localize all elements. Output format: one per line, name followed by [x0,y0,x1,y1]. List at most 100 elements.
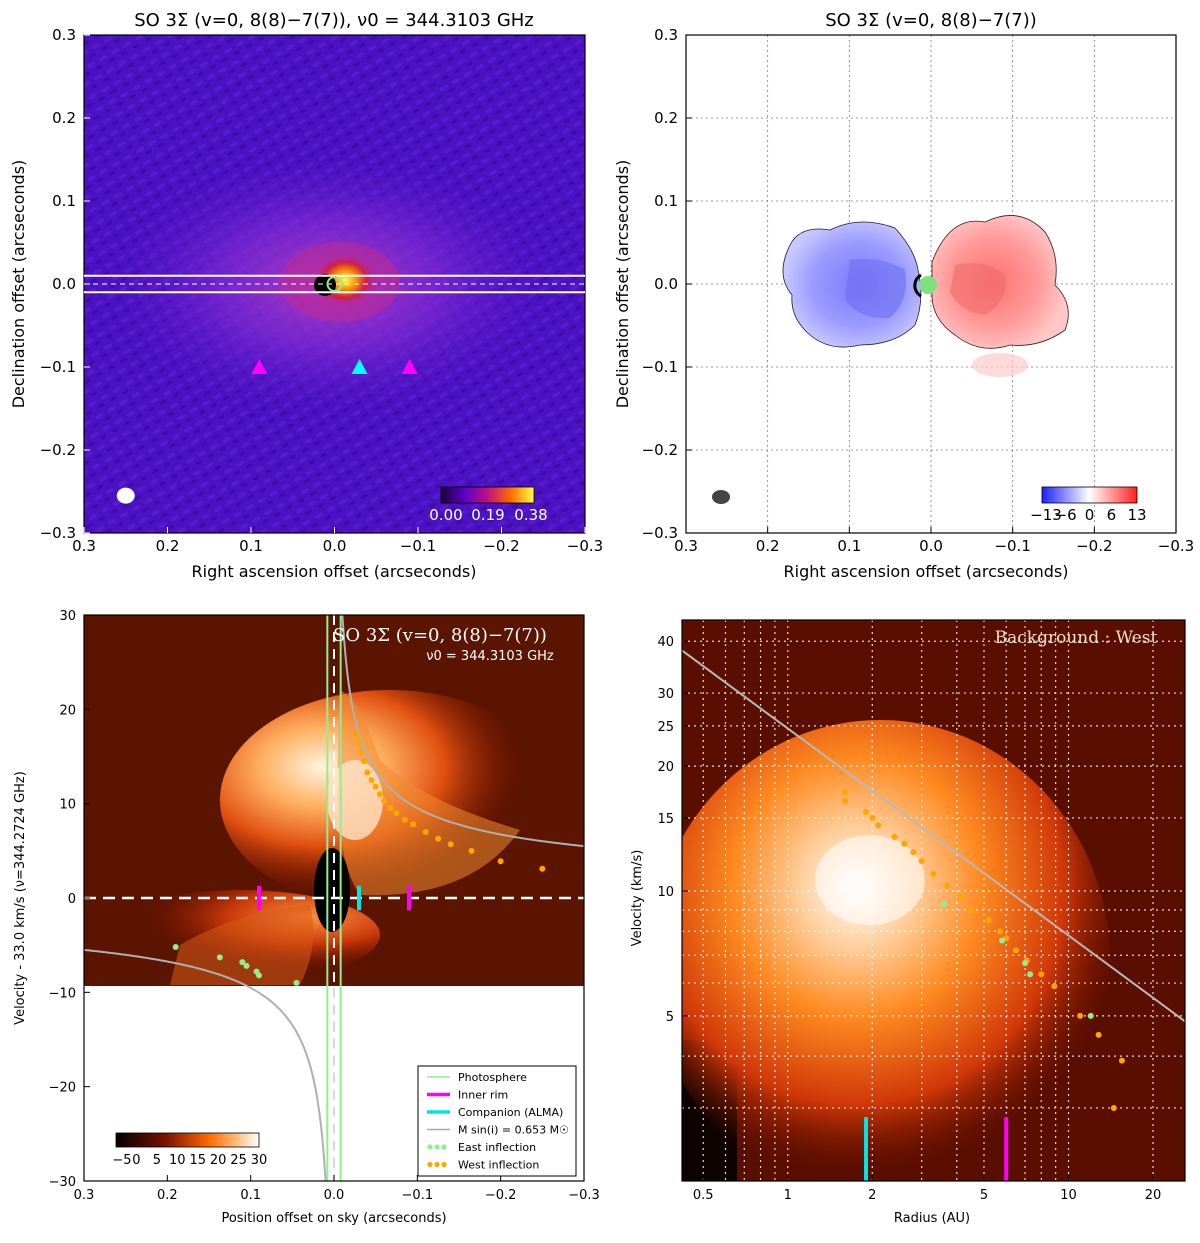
pv-xtick-label: −0.1 [402,1188,434,1203]
pv-legend-label: Inner rim [458,1089,508,1102]
rv-ytick-label: 15 [657,812,674,827]
pv-colorbar-label: −5 [112,1153,131,1168]
moment1-colorbar-label: −13 [1030,506,1062,524]
pv-ytick-label: 30 [59,609,76,624]
pv-title: SO 3Σ (v=0, 8(8)−7(7)) [333,625,547,646]
rv-west-inflection-point [875,822,882,829]
pv-west-inflection-point [497,858,504,865]
pv-legend-label: Photosphere [458,1071,527,1084]
pv-colorbar [115,1132,260,1148]
moment0-marker-1 [351,359,368,374]
rv-xtick-label: 1 [784,1188,792,1203]
moment1-colorbar-label: −6 [1055,506,1077,524]
rv-west-inflection-point [944,882,951,889]
pv-xtick-label: 0.2 [157,1188,178,1203]
pv-legend: Photosphere Inner rim Companion (ALMA) M si… [417,1065,577,1177]
moment1-ytick-label: 0.3 [654,26,678,44]
moment0-ytick-label: 0.1 [52,192,76,210]
rv-east-inflection-point [999,937,1006,944]
pv-colorbar-label: 15 [189,1153,206,1168]
pv-keplerian-curve-east [84,948,327,1181]
rv-west-inflection-point [910,849,917,856]
moment0-ytick-label: −0.2 [40,441,76,459]
pv-xtick-label: 0.1 [240,1188,261,1203]
moment1-xtick-label: 0.1 [837,537,861,555]
pv-east-inflection-point [243,962,250,969]
pv-west-inflection-point [387,805,394,812]
pv-west-inflection-point [435,835,442,842]
moment0-ylabel: Declination offset (arcseconds) [9,160,28,409]
rv-west-inflection-point [956,893,963,900]
pv-xtick-label: 0.0 [324,1188,345,1203]
pv-legend-label: East inflection [458,1141,536,1154]
pv-west-inflection-point [381,797,387,804]
pv-legend-label: M sin(i) = 0.653 M☉ [458,1124,569,1137]
rv-ytick-label: 30 [657,687,674,702]
pv-ytick-label: 0 [68,892,76,907]
pv-ytick-label: −30 [49,1175,76,1190]
rv-west-inflection-point [985,917,992,924]
rv-emission [682,720,1110,1181]
rv-west-inflection-point [842,789,849,796]
pv-ylabel: Velocity - 33.0 km/s (ν=344.2724 GHz) [13,771,28,1025]
moment1-photosphere-marker [919,276,937,294]
moment0-map-panel: SO 3Σ (v=0, 8(8)−7(7)), ν0 = 344.3103 GH… [9,10,603,581]
moment0-photosphere-marker [326,276,343,292]
moment1-colorbar [1041,486,1138,504]
rv-xtick-label: 5 [980,1188,988,1203]
rv-ytick-label: 5 [666,1010,674,1025]
moment0-beam [116,487,135,504]
pv-west-inflection-point [447,841,454,848]
rv-ytick-label: 25 [657,720,674,735]
pv-east-inflection-point [256,972,262,979]
rv-axes-frame [681,619,1186,1182]
moment1-xlabel: Right ascension offset (arcseconds) [784,562,1069,581]
moment1-ytick-label: −0.1 [642,358,678,376]
rv-west-inflection-point [1077,1012,1084,1019]
moment1-xtick-label: −0.1 [994,537,1030,555]
pv-colorbar-label: 0 [132,1153,140,1168]
pv-west-inflection-point [364,769,371,776]
pv-keplerian-curve-west [341,615,584,848]
pv-west-inflection-point [401,816,408,823]
moment0-colorbar [440,486,535,504]
pv-legend-label: Companion (ALMA) [458,1106,563,1119]
moment1-xtick-label: −0.3 [1158,537,1194,555]
rv-west-inflection-point [930,870,937,877]
pv-east-inflection-point [216,954,223,961]
rv-ylabel: Velocity (km/s) [630,850,645,947]
moment1-ytick-label: −0.2 [642,441,678,459]
pv-west-inflection-point [358,748,365,755]
moment0-xlabel: Right ascension offset (arcseconds) [192,562,477,581]
radius-velocity-panel: Background : West 0.5 1 2 5 10 20510152025304… [630,619,1186,1226]
pv-west-inflection-point [361,758,367,765]
pv-west-inflection-point [422,828,429,835]
rv-west-inflection-point [842,797,849,804]
moment1-colorbar-label: 13 [1127,506,1146,524]
moment0-ytick-label: −0.1 [40,358,76,376]
pv-east-inflection-point [239,959,246,966]
rv-east-inflection-point [1087,1012,1094,1019]
rv-west-inflection-point [996,928,1003,935]
pv-ytick-label: −10 [49,986,76,1001]
pv-xtick-label: −0.2 [485,1188,517,1203]
pv-xtick-label: 0.3 [74,1188,95,1203]
rv-xtick-label: 20 [1145,1188,1162,1203]
moment0-ytick-label: 0.3 [52,26,76,44]
moment1-xtick-label: 0.3 [674,537,698,555]
moment0-xtick-label: −0.1 [400,537,436,555]
rv-xlabel: Radius (AU) [894,1211,970,1226]
rv-xtick-label: 0.5 [693,1188,714,1203]
rv-west-inflection-point [1095,1031,1102,1038]
rv-west-inflection-point [1012,947,1019,954]
pv-west-inflection-point [372,783,379,790]
rv-ytick-label: 10 [657,885,674,900]
moment1-beam [712,490,730,504]
pv-ytick-label: −20 [49,1081,76,1096]
moment0-xtick-label: 0.2 [156,537,180,555]
rv-east-inflection-point [1022,960,1029,967]
moment1-map-panel: SO 3Σ (v=0, 8(8)−7(7)) 0.3 0.3 0.2 0.2 0.1 0.… [613,10,1194,581]
pv-legend-swatch [434,1161,440,1168]
moment0-ytick-label: 0.0 [52,275,76,293]
moment1-ytick-label: −0.3 [642,524,678,542]
